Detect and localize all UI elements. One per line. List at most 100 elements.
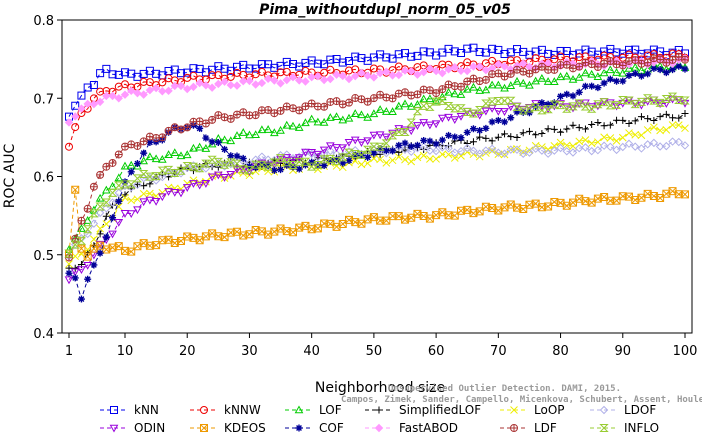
data-point-diamond [525,148,534,157]
data-point-diamond [407,147,416,156]
data-point-diamond [599,141,609,150]
data-point-x [121,193,129,202]
data-point-circle-plus-cross [283,103,291,111]
data-point-triangle-down [232,165,242,174]
data-point-circle-plus [264,106,273,115]
data-point-hourglass [381,139,392,148]
data-point-circle-plus [114,150,123,159]
data-point-diamond [599,405,609,415]
data-point-square [289,60,297,69]
data-point-diamond [637,144,646,153]
data-point-diamond [562,147,571,156]
series-line [68,57,686,123]
data-point-hourglass [474,105,485,114]
data-point-diamond-filled [394,70,403,80]
data-point-triangle [500,83,509,92]
data-point-circle-plus [307,99,316,108]
data-point-square [500,49,509,58]
data-point-diamond [419,142,428,151]
data-point-hourglass [362,145,373,154]
data-point-x [650,123,658,132]
data-point-diamond-filled [232,81,242,90]
data-point-star [208,138,216,146]
data-point-plus [71,264,79,272]
data-point-x [562,141,571,150]
data-point-hourglass [618,95,628,104]
data-point-triangle [350,109,360,117]
data-point-star [90,261,98,269]
data-point-circle-plus-cross [637,60,645,68]
data-point-triangle-down [350,136,360,145]
data-point-square [83,83,92,92]
data-point-square [413,51,422,60]
data-point-hourglass [138,169,149,178]
data-point-circle [145,78,154,87]
data-point-triangle [381,107,391,115]
data-point-star [631,70,639,78]
data-point-circle-plus-cross [513,66,521,74]
series-line [68,65,686,301]
data-point-circle [226,72,235,81]
data-point-diamond-filled [351,71,360,81]
data-point-circle-plus-cross [675,53,683,61]
data-point-triangle [294,405,304,414]
data-point-square [407,52,416,61]
data-point-triangle [189,143,198,152]
data-point-triangle-down [325,142,335,151]
data-point-star [619,77,627,85]
data-point-circle-plus-cross [507,70,515,78]
data-point-diamond [307,149,316,159]
data-point-diamond-filled [139,90,148,99]
data-point-circle [96,87,105,96]
data-point-hourglass [636,97,647,106]
data-point-square [301,58,310,67]
data-point-star [389,147,397,155]
data-point-triangle [301,118,310,127]
data-point-square [625,45,633,54]
data-point-plus [637,113,645,121]
data-point-circle-plus-cross [463,78,471,86]
data-point-hourglass [331,157,342,166]
data-point-triangle-down [108,230,117,239]
data-point-diamond-filled [444,65,453,74]
data-point-circle-plus-cross [357,95,365,103]
data-point-square [432,51,441,60]
data-point-star [681,65,689,73]
data-point-diamond [612,145,621,155]
data-point-square-x [83,252,92,261]
data-point-diamond-filled [189,82,198,92]
data-point-circle-plus [401,88,409,97]
data-point-square [338,58,347,67]
data-point-triangle-down [176,189,186,198]
data-point-square [544,49,553,58]
data-point-circle-plus-cross [133,142,141,150]
chart-title: Pima_withoutdupl_norm_05_v05 [259,2,511,18]
data-point-circle-plus-cross [121,143,129,151]
data-point-x [457,152,465,160]
data-point-hourglass [151,172,161,181]
data-point-diamond-filled [183,84,192,94]
data-point-square-x [200,424,208,432]
data-point-circle [326,65,335,74]
data-point-circle [214,71,223,80]
data-point-hourglass [219,160,230,169]
data-point-diamond-filled [220,77,229,86]
data-point-diamond-filled [120,90,130,99]
data-point-hourglass [306,162,317,171]
data-point-circle [276,68,285,77]
data-point-star [333,156,341,164]
data-point-plus [557,128,565,136]
data-point-plus [581,125,589,133]
data-point-diamond-filled [400,66,410,75]
data-point-diamond [108,198,117,207]
data-point-x [575,137,584,146]
data-point-diamond-filled [319,75,329,85]
data-point-triangle-down [425,121,435,130]
data-point-triangle [518,78,528,87]
data-point-diamond [643,140,652,149]
data-point-triangle [525,80,534,89]
data-point-circle-plus-cross [177,125,185,133]
data-point-square [270,63,279,72]
data-point-plus [631,117,639,125]
data-point-circle-plus-cross [351,94,359,102]
